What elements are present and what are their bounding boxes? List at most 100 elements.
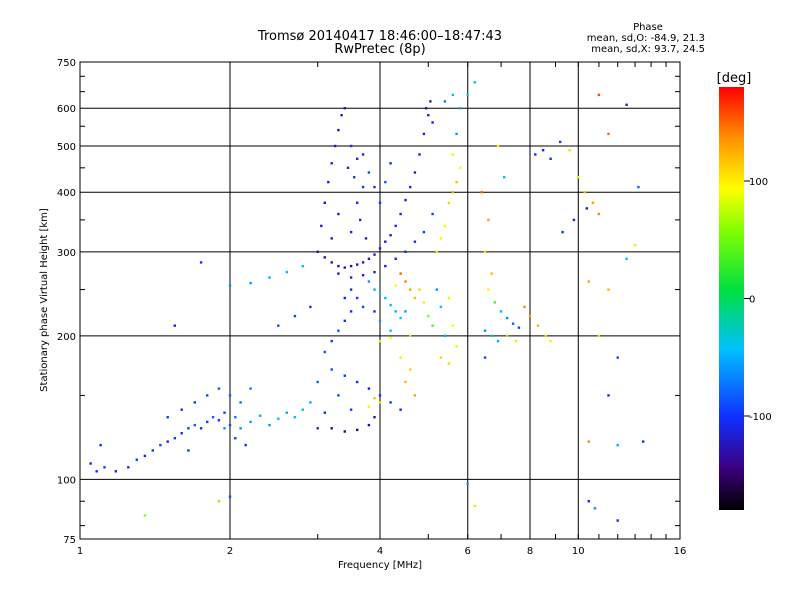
data-point [384, 264, 387, 268]
y-tick-label: 500 [57, 142, 76, 153]
data-point [95, 470, 98, 473]
colorbar-ticks: 100 0 -100 [744, 177, 772, 423]
data-point [223, 411, 226, 414]
data-point [394, 257, 397, 260]
chart-title: Tromsø 20140417 18:46:00–18:47:43 [257, 29, 502, 44]
data-point [389, 162, 392, 165]
data-point [239, 427, 242, 430]
data-point [340, 114, 343, 117]
data-point [483, 250, 487, 253]
data-point [480, 191, 483, 194]
x-tick-label: 1 [77, 546, 83, 557]
colorbar-tick-label: 100 [749, 177, 768, 188]
data-point [418, 153, 421, 156]
data-point [193, 423, 196, 427]
data-point [249, 420, 252, 424]
data-point [89, 462, 92, 465]
data-point [439, 305, 443, 309]
data-point [187, 449, 190, 452]
data-point [378, 339, 382, 343]
data-point [439, 356, 443, 359]
data-point [585, 207, 588, 210]
data-point [413, 171, 417, 174]
data-point [451, 153, 454, 156]
data-point [103, 466, 106, 469]
data-point [327, 180, 330, 184]
data-point [399, 316, 402, 320]
data-point [409, 334, 412, 337]
data-point [223, 427, 226, 430]
data-point [384, 296, 387, 300]
data-point [277, 324, 280, 327]
data-points [89, 81, 645, 522]
data-point [206, 420, 209, 424]
data-point [399, 272, 402, 275]
y-tick-label: 200 [57, 332, 76, 343]
data-point [166, 440, 169, 443]
data-point [323, 411, 326, 414]
y-axis-ticks: 75 100 200 300 400 500 600 750 [57, 58, 680, 546]
x-tick-label: 8 [527, 546, 533, 557]
data-point [373, 288, 376, 291]
data-point [451, 93, 454, 97]
x-tick-label: 4 [377, 546, 383, 557]
data-point [455, 345, 458, 348]
data-point [541, 149, 545, 152]
data-point [343, 430, 346, 433]
data-point [337, 272, 340, 275]
data-point [337, 394, 340, 397]
data-point [114, 470, 117, 473]
data-point [206, 394, 209, 397]
data-point [389, 336, 392, 340]
data-point [431, 324, 434, 327]
data-point [323, 201, 326, 204]
data-point [607, 132, 610, 136]
data-point [234, 437, 237, 440]
data-point [439, 237, 443, 240]
data-point [455, 132, 458, 136]
data-point [337, 128, 340, 132]
x-tick-label: 2 [227, 546, 233, 557]
data-point [399, 356, 402, 359]
data-point [361, 153, 365, 156]
data-point [349, 144, 353, 148]
data-point [459, 107, 462, 110]
data-point [490, 334, 493, 337]
colorbar-tick-label: 0 [749, 295, 755, 306]
data-point [572, 218, 576, 222]
data-point [143, 454, 147, 458]
data-point [367, 280, 371, 283]
data-point [483, 356, 487, 359]
data-point [625, 103, 628, 106]
x-tick-label: 10 [572, 546, 585, 557]
colorbar [719, 87, 744, 510]
data-point [349, 230, 353, 234]
data-point [367, 257, 371, 260]
data-point [330, 368, 333, 371]
data-point [356, 157, 359, 160]
data-point [431, 212, 434, 216]
data-point [413, 296, 417, 300]
data-point [301, 264, 304, 268]
data-point [343, 296, 346, 300]
data-point [373, 185, 376, 189]
data-point [427, 314, 430, 318]
data-point [187, 427, 190, 430]
data-point [211, 416, 215, 419]
data-point [447, 201, 451, 204]
data-point [544, 334, 547, 337]
data-point [496, 144, 500, 148]
data-point [316, 250, 319, 253]
data-point [199, 261, 203, 264]
data-point [506, 316, 509, 320]
y-tick-label: 750 [57, 58, 76, 69]
data-point [349, 264, 353, 268]
data-point [561, 230, 564, 234]
data-point [361, 305, 365, 309]
data-point [367, 387, 371, 390]
data-point [173, 437, 176, 440]
data-point [389, 329, 392, 332]
data-point [496, 339, 500, 343]
data-point [399, 408, 402, 411]
data-point [367, 405, 371, 408]
